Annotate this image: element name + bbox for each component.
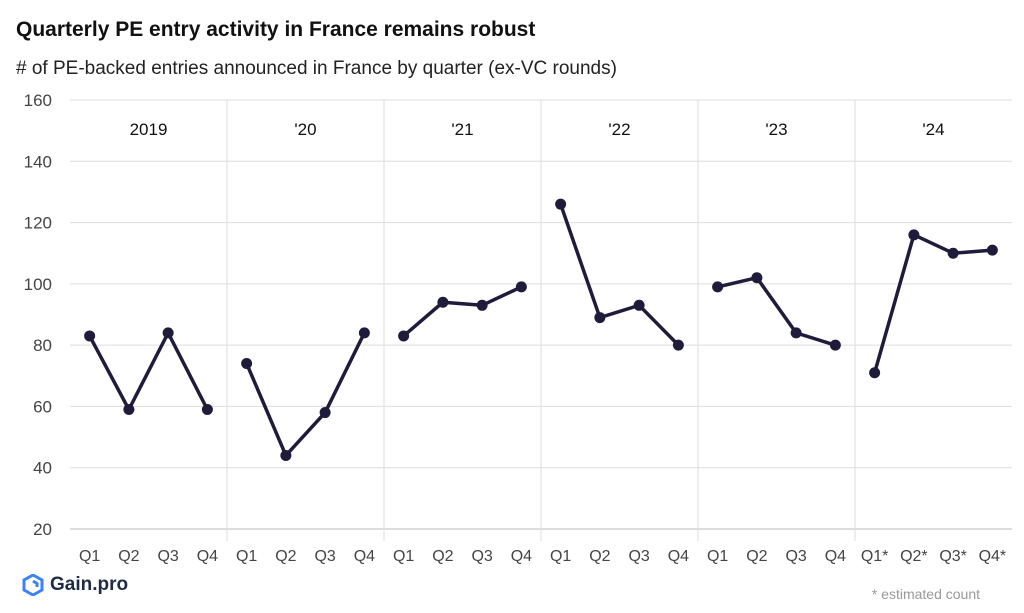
chart-subtitle: # of PE-backed entries announced in Fran… [16, 58, 617, 79]
data-point [790, 327, 802, 339]
data-point [201, 403, 213, 415]
x-tick-label: Q4 [825, 548, 846, 565]
x-tick-label: Q3 [628, 548, 649, 565]
data-point [986, 244, 998, 256]
series-line [402, 285, 523, 338]
y-tick-label: 100 [24, 275, 52, 294]
x-tick-label: Q3 [471, 548, 492, 565]
group-label: '23 [765, 120, 787, 139]
y-tick-label: 20 [33, 520, 52, 539]
data-point [280, 449, 292, 461]
data-point [869, 367, 881, 379]
brand-name: Gain.pro [50, 574, 129, 595]
x-tick-label: Q4 [511, 548, 532, 565]
y-tick-label: 160 [24, 91, 52, 110]
data-point [712, 281, 724, 293]
data-point [398, 330, 410, 342]
group-label: 2019 [130, 120, 168, 139]
x-tick-label: Q4 [354, 548, 375, 565]
x-tick-label: Q1 [393, 548, 414, 565]
group-label: '22 [608, 120, 630, 139]
data-point [672, 339, 684, 351]
x-tick-label: Q1 [79, 548, 100, 565]
series-line [88, 331, 209, 412]
data-point [633, 299, 645, 311]
data-point [555, 198, 567, 210]
brand-logo: Gain.pro [22, 574, 128, 596]
data-point [319, 407, 331, 419]
data-point [908, 229, 920, 241]
x-tick-label: Q1 [707, 548, 728, 565]
chart-title: Quarterly PE entry activity in France re… [16, 18, 536, 41]
data-point [162, 327, 174, 339]
y-tick-label: 140 [24, 152, 52, 171]
gain-pro-logo-icon [22, 574, 44, 596]
x-tick-label: Q2 [589, 548, 610, 565]
data-point [751, 272, 763, 284]
x-tick-label: Q3 [157, 548, 178, 565]
group-label: '21 [451, 120, 473, 139]
x-tick-label: Q3* [939, 548, 967, 565]
x-tick-label: Q4* [979, 548, 1007, 565]
series-line [245, 332, 366, 458]
y-tick-label: 80 [33, 336, 52, 355]
data-point [437, 296, 449, 308]
series-line [717, 275, 836, 347]
data-point [241, 358, 253, 370]
data-point [829, 339, 841, 351]
footnote: * estimated count [871, 586, 980, 602]
series-line [872, 233, 993, 374]
x-tick-label: Q2 [746, 548, 767, 565]
series-line [558, 203, 680, 347]
x-tick-label: Q3 [314, 548, 335, 565]
group-label: '20 [294, 120, 316, 139]
y-tick-label: 60 [33, 397, 52, 416]
x-tick-label: Q3 [785, 548, 806, 565]
data-point [123, 403, 135, 415]
x-tick-label: Q2 [118, 548, 139, 565]
x-tick-label: Q1 [550, 548, 571, 565]
y-tick-label: 120 [24, 214, 52, 233]
data-point [515, 281, 527, 293]
data-point [594, 312, 606, 324]
y-tick-label: 40 [33, 459, 52, 478]
group-label: '24 [922, 120, 944, 139]
data-point [947, 247, 959, 259]
data-point [476, 299, 488, 311]
data-point [358, 327, 370, 339]
data-point [84, 330, 96, 342]
x-tick-label: Q4 [668, 548, 689, 565]
x-tick-label: Q1* [861, 548, 889, 565]
x-tick-label: Q2 [275, 548, 296, 565]
x-tick-label: Q4 [197, 548, 218, 565]
x-tick-label: Q1 [236, 548, 257, 565]
x-tick-label: Q2 [432, 548, 453, 565]
x-tick-label: Q2* [900, 548, 928, 565]
